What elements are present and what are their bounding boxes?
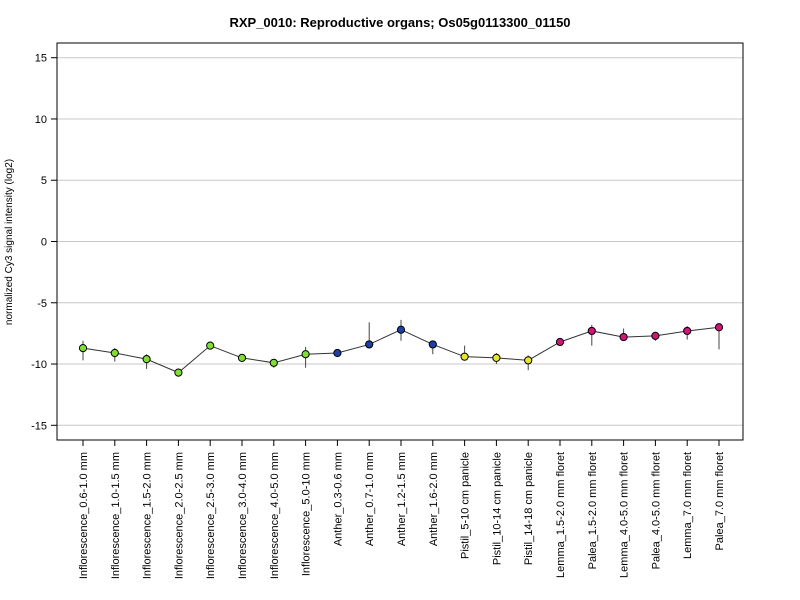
data-point (333, 348, 342, 358)
x-tick-label: Inflorescence_1.5-2.0 mm (142, 452, 154, 579)
x-tick-label: Pistil_14-18 cm panicle (523, 452, 535, 565)
data-point (619, 332, 628, 342)
x-tick-label: Anther_0.7-1.0 mm (364, 452, 376, 546)
data-point (237, 353, 247, 363)
data-point (174, 368, 183, 377)
x-tick-label: Inflorescence_3.0-4.0 mm (237, 452, 249, 579)
x-tick-label: Inflorescence_4.0-5.0 mm (269, 452, 281, 579)
data-point (524, 356, 533, 365)
x-tick-label: Lemma_7.0 mm floret (682, 452, 694, 559)
x-tick-label: Palea_7.0 mm floret (714, 452, 726, 550)
data-point (555, 337, 565, 347)
y-tick-label: 5 (41, 175, 47, 187)
x-tick-label: Palea_1.5-2.0 mm floret (587, 452, 599, 569)
x-tick-label: Inflorescence_1.0-1.5 mm (110, 452, 122, 579)
y-tick-label: 10 (35, 114, 47, 126)
x-tick-label: Pistil_10-14 cm panicle (491, 452, 503, 565)
x-tick-label: Palea_4.0-5.0 mm floret (650, 452, 662, 569)
data-point (492, 353, 501, 363)
x-tick-label: Anther_1.6-2.0 mm (428, 452, 440, 546)
x-axis: Inflorescence_0.6-1.0 mm Inflorescence_1.… (78, 440, 726, 579)
data-point (206, 341, 215, 350)
plot-frame (56, 42, 744, 441)
x-tick-label: Anther_1.2-1.5 mm (396, 452, 408, 546)
chart-title: RXP_0010: Reproductive organs; Os05g0113… (229, 15, 570, 30)
y-tick-label: -15 (31, 420, 47, 432)
data-point (396, 325, 406, 334)
x-tick-label: Lemma_4.0-5.0 mm floret (619, 452, 631, 578)
data-point (269, 358, 278, 367)
data-point (78, 344, 88, 353)
data-point (142, 355, 151, 364)
x-tick-label: Anther_0.3-0.6 mm (332, 452, 344, 546)
data-point (460, 352, 469, 361)
x-tick-label: Inflorescence_2.0-2.5 mm (173, 452, 185, 579)
data-point (651, 331, 660, 340)
y-tick-label: -10 (31, 359, 47, 371)
y-axis: -15 -10 -5 0 5 10 15 (31, 53, 57, 432)
data-point (714, 323, 724, 332)
y-tick-label: -5 (37, 298, 47, 310)
x-tick-label: Inflorescence_0.6-1.0 mm (78, 452, 90, 579)
y-axis-label: normalized Cy3 signal intensity (log2) (4, 159, 15, 325)
x-tick-label: Lemma_1.5-2.0 mm floret (555, 452, 567, 578)
data-point (587, 326, 596, 336)
data-point (301, 350, 310, 359)
data-point (428, 340, 437, 349)
data-point (683, 326, 692, 336)
y-tick-label: 0 (41, 237, 47, 249)
data-point (110, 348, 119, 358)
x-tick-label: Inflorescence_2.5-3.0 mm (205, 452, 217, 579)
x-tick-label: Pistil_5-10 cm panicle (460, 452, 472, 559)
gridlines (57, 57, 743, 426)
x-tick-label: Inflorescence_5.0-10 mm (301, 452, 313, 576)
data-point (365, 340, 374, 349)
y-tick-label: 15 (35, 53, 47, 65)
data-series (78, 319, 724, 377)
